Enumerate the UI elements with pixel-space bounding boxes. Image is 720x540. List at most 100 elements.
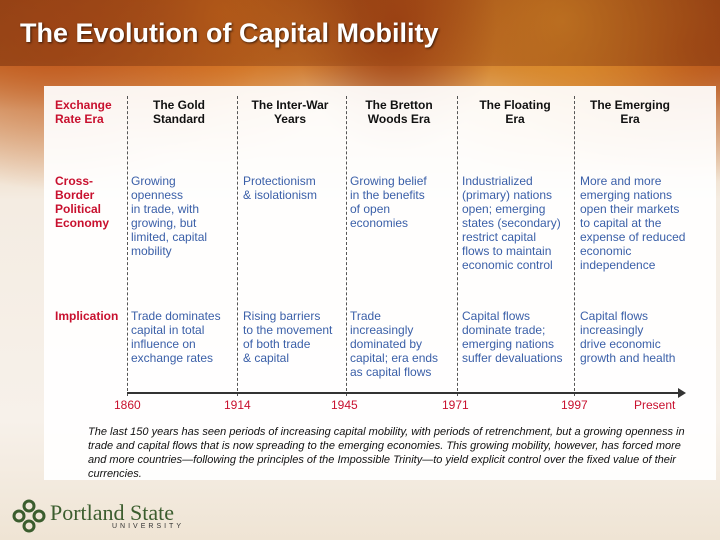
row-header-line: Economy	[55, 216, 110, 230]
economy-cell-line: Industrialized	[462, 174, 533, 188]
implication-cell-line: influence on	[131, 337, 196, 351]
column-header: The Floating Era	[455, 98, 575, 126]
implication-cell-line: of both trade	[243, 337, 311, 351]
column-header-line: Era	[505, 112, 525, 126]
economy-cell-line: limited, capital	[131, 230, 208, 244]
implication-cell-line: increasingly	[350, 323, 414, 337]
column-header-line: The Bretton	[365, 98, 433, 112]
implication-cell-line: to the movement	[243, 323, 333, 337]
implication-cell-line: increasingly	[580, 323, 644, 337]
implication-cell-line: drive economic	[580, 337, 661, 351]
timeline-axis	[127, 392, 680, 394]
economy-cell-line: (primary) nations	[462, 188, 553, 202]
implication-cell: Capital flows increasingly drive economic g…	[580, 309, 675, 365]
column-header: The Bretton Woods Era	[339, 98, 459, 126]
implication-cell-line: growth and health	[580, 351, 676, 365]
implication-cell-line: Capital flows	[580, 309, 649, 323]
implication-cell-line: & capital	[243, 351, 290, 365]
implication-cell: Trade increasingly dominated by capital; er…	[350, 309, 438, 379]
column-divider	[237, 96, 238, 396]
implication-cell-line: capital in total	[131, 323, 205, 337]
implication-cell-line: suffer devaluations	[462, 351, 563, 365]
implication-cell: Trade dominates capital in total influence…	[131, 309, 221, 365]
economy-cell: Protectionism & isolationism	[243, 174, 317, 202]
implication-cell-line: capital; era ends	[350, 351, 439, 365]
timeline-year-present: Present	[634, 398, 676, 412]
economy-cell-line: economic control	[462, 258, 553, 272]
implication-cell: Rising barriers to the movement of both tr…	[243, 309, 332, 365]
row-header-line: Implication	[55, 309, 119, 323]
economy-cell-line: open; emerging	[462, 202, 546, 216]
column-divider	[574, 96, 575, 396]
economy-cell-line: of open	[350, 202, 391, 216]
slide-title: The Evolution of Capital Mobility	[20, 18, 439, 48]
row-header-line: Rate Era	[55, 112, 104, 126]
implication-cell-line: Trade dominates	[131, 309, 221, 323]
timeline-year-1945: 1945	[331, 398, 358, 412]
economy-cell-line: independence	[580, 258, 656, 272]
economy-cell-line: Growing	[131, 174, 176, 188]
column-divider	[457, 96, 458, 396]
logo-name: Portland State	[50, 500, 175, 525]
economy-cell-line: in the benefits	[350, 188, 425, 202]
economy-cell-line: & isolationism	[243, 188, 318, 202]
column-header-line: The Gold	[153, 98, 205, 112]
economy-cell-line: Growing belief	[350, 174, 427, 188]
row-header-political-economy: Cross- Border Political Economy	[55, 174, 109, 230]
timeline-year-1914: 1914	[224, 398, 251, 412]
economy-cell-line: open their markets	[580, 202, 680, 216]
column-header-line: Standard	[152, 112, 205, 126]
economy-cell-line: in trade, with	[131, 202, 200, 216]
economy-cell-line: economies	[350, 216, 409, 230]
column-header: The Gold Standard	[119, 98, 239, 126]
logo-subtitle: UNIVERSITY	[112, 523, 185, 530]
economy-cell: Industrialized (primary) nations open; eme…	[462, 174, 561, 272]
economy-cell-line: flows to maintain	[462, 244, 552, 258]
column-header-line: Years	[273, 112, 307, 126]
figure-caption: The last 150 years has seen periods of i…	[88, 426, 685, 480]
implication-cell-line: dominate trade;	[462, 323, 546, 337]
column-header: The Inter-War Years	[230, 98, 350, 126]
economy-cell-line: restrict capital	[462, 230, 537, 244]
implication-cell-line: as capital flows	[350, 365, 432, 379]
implication-cell: Capital flows dominate trade; emerging nat…	[462, 309, 563, 365]
timeline-year-1971: 1971	[442, 398, 469, 412]
row-header-line: Border	[55, 188, 95, 202]
economy-cell-line: to capital at the	[580, 216, 662, 230]
timeline-arrow-icon	[678, 388, 686, 398]
economy-cell: Growing belief in the benefits of open econ…	[350, 174, 427, 230]
economy-cell-line: mobility	[131, 244, 172, 258]
implication-cell-line: dominated by	[350, 337, 423, 351]
implication-cell-line: Rising barriers	[243, 309, 321, 323]
row-header-exchange-rate-era: Exchange Rate Era	[55, 98, 112, 126]
implication-cell-line: emerging nations	[462, 337, 555, 351]
column-header-line: Woods Era	[367, 112, 431, 126]
row-header-line: Cross-	[55, 174, 94, 188]
implication-cell-line: exchange rates	[131, 351, 214, 365]
row-header-implication: Implication	[55, 309, 118, 323]
column-divider	[127, 96, 128, 396]
portland-state-logo-icon	[12, 499, 46, 533]
economy-cell-line: growing, but	[131, 216, 197, 230]
row-header-line: Political	[55, 202, 102, 216]
implication-cell-line: Trade	[350, 309, 381, 323]
chart-panel	[44, 86, 716, 480]
economy-cell-line: Protectionism	[243, 174, 316, 188]
economy-cell: More and more emerging nations open their …	[580, 174, 685, 272]
portland-state-logo: Portland State UNIVERSITY	[12, 496, 202, 536]
timeline-year-1997: 1997	[561, 398, 588, 412]
row-header-line: Exchange	[55, 98, 112, 112]
economy-cell-line: More and more	[580, 174, 662, 188]
economy-cell-line: openness	[131, 188, 184, 202]
column-divider	[346, 96, 347, 396]
economy-cell-line: expense of reduced	[580, 230, 686, 244]
column-header-line: The Emerging	[589, 98, 670, 112]
economy-cell-line: economic	[580, 244, 632, 258]
column-header-line: The Floating	[479, 98, 551, 112]
implication-cell-line: Capital flows	[462, 309, 531, 323]
column-header-line: Era	[620, 112, 640, 126]
column-header: The Emerging Era	[570, 98, 690, 126]
economy-cell-line: emerging nations	[580, 188, 673, 202]
timeline-year-1860: 1860	[114, 398, 141, 412]
economy-cell: Growing openness in trade, with growing, bu…	[131, 174, 207, 258]
